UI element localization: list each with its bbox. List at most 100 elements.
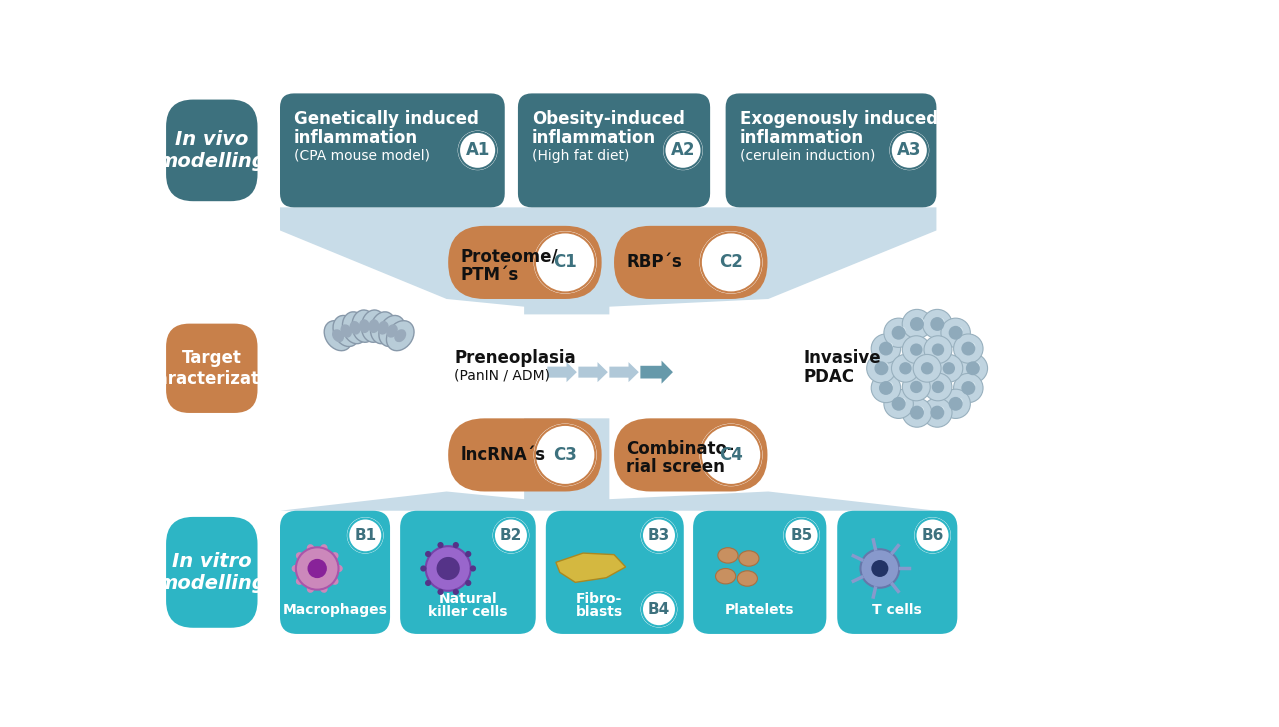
Circle shape <box>902 336 930 364</box>
Circle shape <box>466 580 472 586</box>
Circle shape <box>469 566 476 571</box>
Text: C1: C1 <box>554 254 577 271</box>
FancyBboxPatch shape <box>614 418 767 491</box>
Text: PDAC: PDAC <box>803 369 854 386</box>
Circle shape <box>891 326 906 340</box>
Circle shape <box>466 551 472 557</box>
Text: (cerulein induction): (cerulein induction) <box>739 149 875 163</box>
Ellipse shape <box>936 406 944 413</box>
Ellipse shape <box>737 571 757 586</box>
Circle shape <box>941 318 971 348</box>
Text: Combinato-: Combinato- <box>627 440 734 458</box>
Ellipse shape <box>972 362 980 369</box>
FancyBboxPatch shape <box>166 100 257 201</box>
Text: Preneoplasia: Preneoplasia <box>454 349 576 367</box>
Ellipse shape <box>955 326 963 333</box>
Circle shape <box>701 425 761 485</box>
Circle shape <box>962 381 976 395</box>
Circle shape <box>879 381 893 395</box>
Circle shape <box>642 593 677 626</box>
FancyBboxPatch shape <box>166 324 257 413</box>
Ellipse shape <box>936 318 944 324</box>
Text: (CPA mouse model): (CPA mouse model) <box>294 149 430 163</box>
Text: inflammation: inflammation <box>294 129 418 147</box>
Circle shape <box>932 343 944 356</box>
Text: Target
characterization: Target characterization <box>136 349 288 387</box>
Ellipse shape <box>898 326 906 333</box>
Polygon shape <box>280 418 936 511</box>
Circle shape <box>884 389 913 419</box>
Circle shape <box>879 342 893 356</box>
Ellipse shape <box>371 312 396 344</box>
Circle shape <box>958 353 987 383</box>
Ellipse shape <box>718 547 738 563</box>
Circle shape <box>911 343 922 356</box>
Circle shape <box>911 381 922 393</box>
FancyBboxPatch shape <box>280 93 505 207</box>
Circle shape <box>913 355 941 382</box>
Circle shape <box>949 326 963 340</box>
Text: inflammation: inflammation <box>739 129 863 147</box>
Circle shape <box>867 353 897 383</box>
Polygon shape <box>609 362 638 382</box>
Ellipse shape <box>307 559 327 578</box>
Circle shape <box>902 398 931 427</box>
Ellipse shape <box>324 321 352 350</box>
Circle shape <box>698 422 765 488</box>
Text: rial screen: rial screen <box>627 459 725 476</box>
Circle shape <box>535 425 596 485</box>
FancyBboxPatch shape <box>448 418 601 491</box>
Text: Genetically induced: Genetically induced <box>294 111 478 129</box>
Circle shape <box>932 381 944 393</box>
FancyBboxPatch shape <box>693 511 826 634</box>
Circle shape <box>345 515 385 555</box>
Polygon shape <box>578 362 608 382</box>
Ellipse shape <box>885 382 893 388</box>
Text: RBP´s: RBP´s <box>627 254 682 271</box>
Ellipse shape <box>394 329 407 342</box>
Circle shape <box>532 229 599 295</box>
Circle shape <box>954 374 984 403</box>
Ellipse shape <box>333 316 359 347</box>
Ellipse shape <box>739 551 758 566</box>
Circle shape <box>871 334 900 364</box>
Circle shape <box>453 589 459 595</box>
Polygon shape <box>641 361 673 384</box>
Text: Fibro-: Fibro- <box>576 593 623 606</box>
Circle shape <box>661 129 705 172</box>
Ellipse shape <box>295 552 304 561</box>
Circle shape <box>884 318 913 348</box>
Text: B3: B3 <box>648 528 670 543</box>
Circle shape <box>348 518 382 553</box>
Ellipse shape <box>359 319 370 333</box>
Ellipse shape <box>368 319 380 333</box>
Ellipse shape <box>362 310 386 342</box>
Ellipse shape <box>379 316 405 347</box>
Circle shape <box>966 361 980 375</box>
Circle shape <box>784 518 819 553</box>
Circle shape <box>453 542 459 548</box>
Text: C2: C2 <box>719 254 743 271</box>
Circle shape <box>902 373 930 401</box>
Text: In vivo
modelling: In vivo modelling <box>157 130 266 171</box>
Text: Exogenously induced: Exogenously induced <box>739 111 938 129</box>
Text: killer cells: killer cells <box>428 605 508 619</box>
Circle shape <box>923 373 952 401</box>
Text: lncRNA´s: lncRNA´s <box>460 446 546 464</box>
Text: B6: B6 <box>921 528 944 543</box>
Ellipse shape <box>330 577 339 585</box>
Ellipse shape <box>861 549 899 587</box>
Ellipse shape <box>349 321 361 334</box>
Polygon shape <box>547 362 577 382</box>
Ellipse shape <box>967 382 976 388</box>
Circle shape <box>491 515 531 555</box>
Circle shape <box>930 317 944 331</box>
Ellipse shape <box>377 321 389 334</box>
Circle shape <box>902 310 931 339</box>
Text: A1: A1 <box>466 141 490 159</box>
Circle shape <box>425 580 431 586</box>
Text: B2: B2 <box>500 528 522 543</box>
Circle shape <box>922 310 952 339</box>
Circle shape <box>899 362 912 374</box>
Circle shape <box>949 397 963 411</box>
